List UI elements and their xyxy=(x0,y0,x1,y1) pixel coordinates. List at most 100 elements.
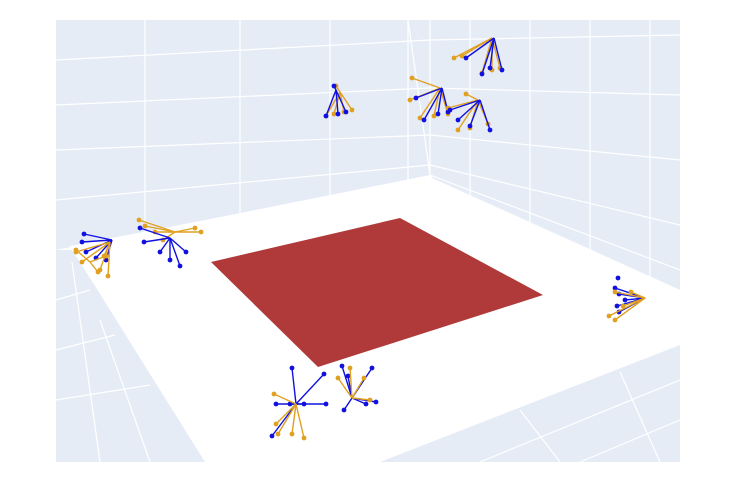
camera-point[interactable] xyxy=(103,257,109,263)
camera-point[interactable] xyxy=(343,109,349,115)
camera-point[interactable] xyxy=(271,391,277,397)
camera-point[interactable] xyxy=(612,317,618,323)
rig-spoke xyxy=(144,225,176,233)
camera-point[interactable] xyxy=(331,111,337,117)
rig-spoke xyxy=(159,237,171,253)
camera-point[interactable] xyxy=(301,435,307,441)
camera-point[interactable] xyxy=(435,111,441,117)
rig-reference[interactable] xyxy=(606,289,646,323)
rig-reference[interactable] xyxy=(136,217,204,243)
camera-point[interactable] xyxy=(614,303,620,309)
camera-point[interactable] xyxy=(463,91,469,97)
camera-point[interactable] xyxy=(289,365,295,371)
camera-point[interactable] xyxy=(275,431,281,437)
camera-point[interactable] xyxy=(103,253,109,259)
rig-reference[interactable] xyxy=(73,247,109,275)
camera-point[interactable] xyxy=(331,83,337,89)
camera-point[interactable] xyxy=(73,247,79,253)
camera-point[interactable] xyxy=(79,239,85,245)
camera-point[interactable] xyxy=(198,229,204,235)
camera-point[interactable] xyxy=(367,397,373,403)
camera-point[interactable] xyxy=(341,407,347,413)
camera-point[interactable] xyxy=(273,421,279,427)
rig-spoke xyxy=(291,403,297,435)
camera-point[interactable] xyxy=(622,297,628,303)
camera-point[interactable] xyxy=(95,269,101,275)
rig-spoke xyxy=(614,297,646,321)
camera-point[interactable] xyxy=(463,55,469,61)
camera-point[interactable] xyxy=(323,113,329,119)
camera-point[interactable] xyxy=(81,231,87,237)
rig-estimated[interactable] xyxy=(615,275,621,281)
rig-estimated[interactable] xyxy=(447,99,493,133)
camera-point[interactable] xyxy=(615,275,621,281)
camera-point[interactable] xyxy=(361,375,367,381)
camera-point[interactable] xyxy=(407,97,413,103)
camera-point[interactable] xyxy=(487,65,493,71)
camera-point[interactable] xyxy=(137,225,143,231)
camera-point[interactable] xyxy=(363,401,369,407)
camera-point[interactable] xyxy=(499,67,505,73)
rig-spoke xyxy=(107,241,111,277)
camera-point[interactable] xyxy=(467,123,473,129)
grid-line-h xyxy=(479,379,681,463)
camera-point[interactable] xyxy=(321,371,327,377)
rig-spoke xyxy=(169,237,181,267)
camera-point[interactable] xyxy=(167,257,173,263)
camera-point[interactable] xyxy=(335,111,341,117)
camera-point[interactable] xyxy=(192,225,198,231)
camera-point[interactable] xyxy=(413,95,419,101)
camera-point[interactable] xyxy=(323,401,329,407)
camera-point[interactable] xyxy=(157,249,163,255)
camera-point[interactable] xyxy=(431,113,437,119)
camera-point[interactable] xyxy=(136,217,142,223)
camera-rigs[interactable] xyxy=(73,37,646,441)
rig-spoke xyxy=(489,37,495,69)
rig-spoke xyxy=(447,99,479,109)
camera-point[interactable] xyxy=(447,107,453,113)
camera-point[interactable] xyxy=(142,223,148,229)
rig-spoke xyxy=(275,403,297,425)
camera-point[interactable] xyxy=(79,259,85,265)
camera-point[interactable] xyxy=(269,433,275,439)
rig-estimated[interactable] xyxy=(463,37,505,77)
camera-point[interactable] xyxy=(455,127,461,133)
camera-point[interactable] xyxy=(455,117,461,123)
rig-estimated[interactable] xyxy=(323,83,349,119)
rig-estimated[interactable] xyxy=(137,225,189,269)
rig-spoke xyxy=(351,397,371,401)
rig-spoke xyxy=(89,255,107,263)
camera-point[interactable] xyxy=(287,401,293,407)
camera-point[interactable] xyxy=(289,431,295,437)
target-plane[interactable] xyxy=(211,218,543,367)
camera-point[interactable] xyxy=(273,401,279,407)
camera-point[interactable] xyxy=(421,117,427,123)
camera-point[interactable] xyxy=(628,289,634,295)
camera-point[interactable] xyxy=(347,365,353,371)
camera-point[interactable] xyxy=(349,107,355,113)
camera-point[interactable] xyxy=(373,399,379,405)
camera-point[interactable] xyxy=(451,55,457,61)
camera-point[interactable] xyxy=(606,313,612,319)
camera-point[interactable] xyxy=(339,363,345,369)
grid-line-v xyxy=(619,371,661,463)
camera-point[interactable] xyxy=(177,263,183,269)
camera-point[interactable] xyxy=(335,375,341,381)
camera-point[interactable] xyxy=(417,115,423,121)
camera-point[interactable] xyxy=(612,285,618,291)
rig-estimated[interactable] xyxy=(269,365,329,439)
camera-point[interactable] xyxy=(105,273,111,279)
rig-reference[interactable] xyxy=(271,391,307,441)
camera-point[interactable] xyxy=(479,71,485,77)
camera-point[interactable] xyxy=(83,249,89,255)
camera-point[interactable] xyxy=(183,249,189,255)
camera-point[interactable] xyxy=(369,365,375,371)
camera-point[interactable] xyxy=(409,75,415,81)
camera-point[interactable] xyxy=(141,239,147,245)
camera-point[interactable] xyxy=(612,289,618,295)
rig-reference[interactable] xyxy=(335,365,373,403)
camera-point[interactable] xyxy=(487,127,493,133)
camera-point[interactable] xyxy=(620,303,626,309)
camera-point[interactable] xyxy=(345,373,351,379)
